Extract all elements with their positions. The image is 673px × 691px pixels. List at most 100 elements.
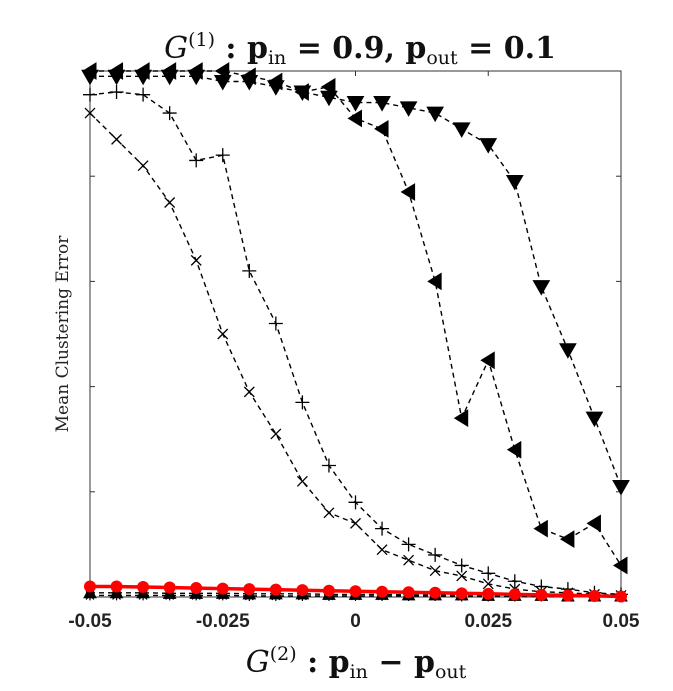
data-point — [348, 495, 363, 510]
x-tick-label: 0.025 — [464, 611, 512, 632]
data-point — [243, 386, 255, 398]
data-point — [428, 547, 443, 562]
data-point — [454, 558, 469, 573]
data-point — [508, 588, 521, 601]
data-point — [400, 183, 416, 201]
data-point — [321, 458, 336, 473]
data-point — [479, 138, 498, 154]
data-point — [293, 85, 312, 102]
data-point — [429, 565, 441, 577]
data-point — [190, 254, 202, 266]
data-point — [612, 480, 630, 496]
data-point — [111, 133, 123, 145]
data-point — [482, 578, 494, 590]
data-point — [426, 106, 445, 123]
data-point — [81, 69, 99, 86]
x-tick-label: -0.025 — [196, 611, 250, 632]
data-point — [83, 87, 97, 102]
y-tick-marks — [90, 70, 621, 598]
x-axis-ticks: -0.05 -0.025 0 0.025 0.05 — [68, 71, 640, 632]
series-line — [89, 91, 622, 596]
data-point — [505, 174, 524, 191]
data-point — [136, 87, 151, 102]
data-point — [456, 570, 468, 582]
data-point — [613, 556, 628, 575]
data-point — [163, 581, 176, 594]
data-point — [427, 272, 442, 291]
data-point — [268, 316, 283, 331]
data-point — [269, 583, 282, 596]
data-point — [615, 590, 627, 603]
plot-area — [89, 70, 622, 598]
data-point — [401, 537, 416, 552]
data-point — [320, 77, 336, 96]
series-line — [90, 70, 622, 566]
data-point — [270, 428, 282, 440]
data-point — [189, 153, 204, 168]
data-point — [347, 109, 362, 128]
data-point — [376, 544, 388, 556]
chart-title: G(1) : pin = 0.9, pout = 0.1 — [164, 29, 556, 69]
data-point — [482, 587, 495, 600]
data-point — [507, 574, 522, 589]
data-point — [375, 521, 390, 536]
data-point — [559, 343, 577, 359]
data-point — [214, 62, 230, 80]
data-point — [323, 507, 335, 519]
series-triangle-down — [81, 69, 630, 496]
data-point — [376, 585, 389, 598]
data-point — [532, 280, 551, 296]
data-point — [110, 580, 123, 593]
data-point — [215, 148, 230, 163]
data-point — [240, 75, 259, 91]
data-point — [588, 589, 601, 602]
data-point — [481, 566, 496, 581]
data-point — [137, 160, 149, 172]
data-point — [350, 517, 361, 529]
data-point — [242, 263, 257, 278]
data-point — [586, 514, 601, 533]
series-layer — [81, 62, 630, 603]
x-tick-label: -0.05 — [68, 611, 112, 632]
data-point — [190, 582, 203, 595]
data-point — [452, 122, 471, 138]
data-point — [84, 107, 96, 119]
data-point — [320, 90, 338, 107]
data-point — [480, 351, 495, 370]
x-tick-label: 0 — [350, 611, 361, 632]
data-point — [374, 119, 389, 138]
data-point — [243, 583, 256, 596]
data-point — [296, 475, 308, 487]
x-tick-label: 0.05 — [603, 611, 640, 632]
data-point — [160, 69, 179, 86]
data-point — [107, 69, 126, 86]
data-point — [349, 585, 362, 598]
data-point — [559, 530, 575, 549]
y-axis-label: Mean Clustering Error — [53, 235, 73, 433]
series-red-circle — [84, 580, 627, 603]
data-point — [322, 584, 335, 597]
series-triangle-left — [82, 62, 628, 575]
data-point — [266, 80, 285, 96]
data-point — [295, 395, 310, 410]
data-point — [217, 328, 229, 340]
data-point — [429, 586, 442, 599]
data-point — [109, 85, 124, 100]
data-point — [561, 589, 574, 602]
data-point — [296, 584, 309, 597]
data-point — [216, 582, 229, 595]
x-axis-label: G(2) : pin − pout — [246, 643, 467, 683]
data-point — [373, 96, 391, 112]
data-point — [84, 580, 96, 593]
data-point — [533, 519, 548, 538]
data-point — [403, 554, 415, 566]
data-point — [137, 581, 150, 594]
data-point — [187, 69, 206, 86]
data-point — [162, 106, 177, 121]
data-point — [535, 588, 548, 601]
data-point — [399, 101, 418, 117]
data-point — [506, 440, 522, 459]
data-point — [164, 197, 176, 208]
series-plus — [83, 85, 628, 602]
